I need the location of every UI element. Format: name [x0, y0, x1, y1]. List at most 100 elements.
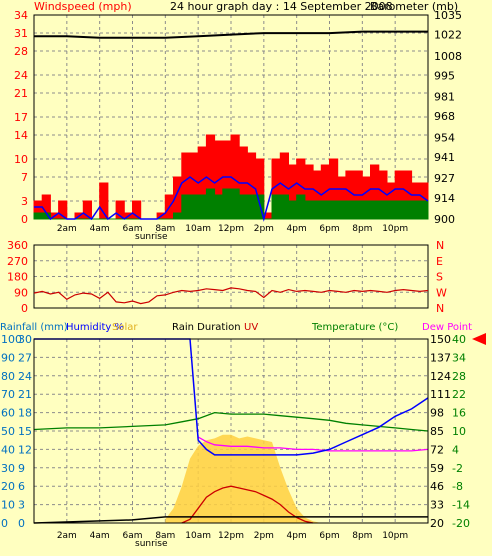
temperature-tick-label: 22: [452, 388, 466, 401]
panel1-x-ticks: 2am 4am 6am 8am 10am 12pm 2pm 4pm 6pm 8pm 10pm: [57, 224, 408, 234]
barometer-y-tick-label: 954: [434, 131, 455, 144]
rain-tick-label: 30: [18, 333, 32, 346]
barometer-y-tick-label: 1022: [434, 29, 462, 42]
rain-duration-tick-label: 111: [430, 388, 451, 401]
panel2-grid: [34, 245, 428, 308]
wind-y-tick-label: 34: [14, 9, 28, 22]
rain-tick-label: 6: [18, 480, 25, 493]
temperature-tick-label: 16: [452, 407, 466, 420]
barometer-y-tick-label: 927: [434, 172, 455, 185]
wind-y-tick-label: 10: [14, 153, 28, 166]
compass-label: N: [436, 302, 444, 315]
x-tick-label: 2pm: [254, 531, 274, 541]
x-tick-label: 10pm: [382, 224, 408, 234]
humidity-tick-label: 30: [1, 462, 15, 475]
rainfall-label: Rainfall (mm): [0, 322, 68, 333]
compass-label: N: [436, 239, 444, 252]
temperature-tick-label: -14: [452, 499, 470, 512]
barometer-y-ticks: 900 914 927 941 954 968 981 995 1008 1022 1035: [434, 9, 462, 226]
direction-tick-label: 270: [7, 255, 28, 268]
x-tick-label: 4am: [90, 224, 110, 234]
barometer-y-tick-label: 914: [434, 192, 455, 205]
rain-duration-tick-label: 98: [430, 407, 444, 420]
temperature-tick-label: -2: [452, 462, 463, 475]
wind-y-ticks: 0 3 7 10 14 17 21 24 28 31 34: [14, 9, 28, 226]
direction-series: [33, 287, 429, 305]
temperature-y-ticks: -20 -14 -8 -2 4 10 16 22 28 34 40: [452, 333, 470, 530]
rain-duration-series: [33, 516, 428, 524]
chart-title: 24 hour graph day : 14 September 2008: [170, 0, 393, 13]
rain-duration-tick-label: 33: [430, 499, 444, 512]
compass-label: W: [436, 286, 447, 299]
temperature-label: Temperature (°C): [311, 322, 398, 333]
compass-label: S: [436, 271, 443, 284]
current-temp-marker: [472, 333, 486, 345]
rain-duration-tick-label: 72: [430, 443, 444, 456]
rain-duration-tick-label: 124: [430, 370, 451, 383]
rain-tick-label: 27: [18, 351, 32, 364]
barometer-y-tick-label: 900: [434, 213, 455, 226]
x-tick-label: 6am: [122, 224, 142, 234]
x-tick-label: 8pm: [352, 531, 372, 541]
compass-label: E: [436, 255, 443, 268]
temperature-series: [33, 411, 429, 432]
x-tick-label: 4pm: [287, 531, 307, 541]
rain-tick-label: 9: [18, 462, 25, 475]
barometer-series: [34, 30, 428, 39]
barometer-right-label: Barometer (mb): [370, 0, 458, 13]
temperature-tick-label: -20: [452, 517, 470, 530]
x-tick-label: 12pm: [218, 224, 244, 234]
rain-tick-label: 18: [18, 407, 32, 420]
x-tick-label: 2am: [57, 224, 77, 234]
rain-tick-label: 21: [18, 388, 32, 401]
x-tick-label: 2pm: [254, 224, 274, 234]
direction-series: [33, 287, 429, 305]
barometer-y-tick-label: 1008: [434, 50, 462, 63]
rain-tick-label: 24: [18, 370, 32, 383]
x-tick-label: 12pm: [218, 531, 244, 541]
uv-label: UV: [244, 322, 258, 333]
wind-min-series: [33, 188, 429, 220]
temperature-tick-label: -8: [452, 480, 463, 493]
x-tick-label: 6pm: [319, 224, 339, 234]
wind-y-tick-label: 3: [21, 195, 28, 208]
rain-duration-tick-label: 150: [430, 333, 451, 346]
direction-tick-label: 360: [7, 239, 28, 252]
barometer-y-tick-label: 981: [434, 91, 455, 104]
rain-duration-tick-label: 137: [430, 351, 451, 364]
temperature-tick-label: 28: [452, 370, 466, 383]
barometer-y-tick-label: 941: [434, 151, 455, 164]
x-tick-label: 6am: [122, 531, 142, 541]
x-tick-label: 6pm: [319, 531, 339, 541]
humidity-tick-label: 0: [1, 517, 8, 530]
humidity-tick-label: 60: [1, 407, 15, 420]
rain-duration-tick-label: 46: [430, 480, 444, 493]
solar-label: Solar: [112, 322, 138, 333]
wind-left-label: Windspeed (mph): [34, 0, 132, 13]
wind-y-tick-label: 31: [14, 27, 28, 40]
panel3-x-ticks: 2am 4am 6am 8am 10am 12pm 2pm 4pm 6pm 8pm 10pm: [57, 531, 408, 541]
panel1-sunrise-label: sunrise: [135, 232, 168, 242]
uv-series: [181, 485, 314, 524]
wind-y-tick-label: 21: [14, 87, 28, 100]
humidity-tick-label: 40: [1, 443, 15, 456]
temperature-tick-label: 10: [452, 425, 466, 438]
panel2-frame: [33, 244, 429, 309]
temperature-tick-label: 40: [452, 333, 466, 346]
rain-tick-label: 0: [18, 517, 25, 530]
temperature-tick-label: 34: [452, 351, 466, 364]
rain-tick-label: 12: [18, 443, 32, 456]
humidity-label: Humidity %: [66, 322, 124, 333]
rain-y-ticks: 0 3 6 9 12 15 18 21 24 27 30: [18, 333, 32, 530]
direction-tick-label: 0: [21, 302, 28, 315]
x-tick-label: 8am: [155, 224, 175, 234]
x-tick-label: 4am: [90, 531, 110, 541]
wind-y-tick-label: 0: [21, 213, 28, 226]
x-tick-label: 8pm: [352, 224, 372, 234]
rain-duration-tick-label: 20: [430, 517, 444, 530]
humidity-tick-label: 70: [1, 388, 15, 401]
direction-y-ticks: 0 90 180 270 360: [7, 239, 28, 315]
rain-tick-label: 3: [18, 499, 25, 512]
dewpoint-label: Dew Point: [422, 322, 472, 333]
